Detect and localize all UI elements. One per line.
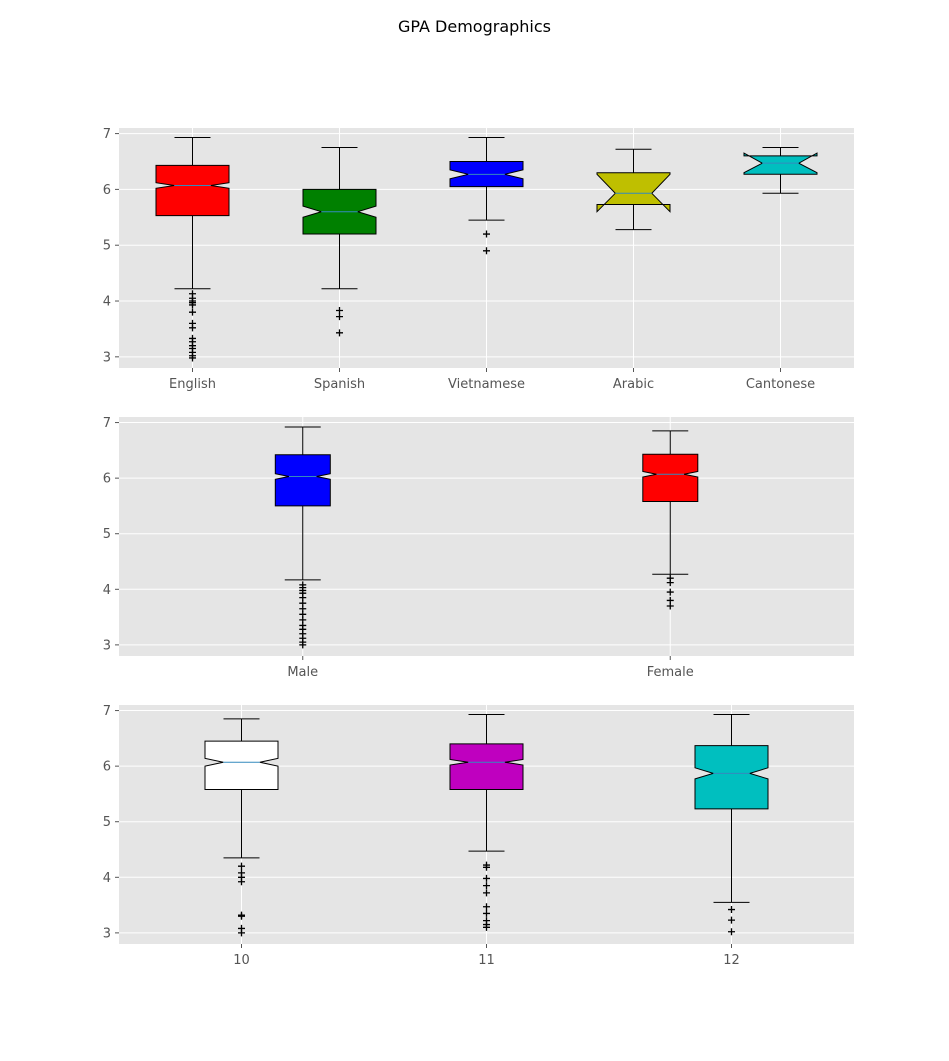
y-tick-label: 5 — [103, 527, 111, 542]
flier-point — [189, 324, 196, 332]
x-tick-label: English — [169, 377, 216, 392]
flier-point — [666, 588, 674, 596]
flier-point — [483, 874, 490, 882]
flier-point — [336, 307, 343, 315]
y-tick-label: 3 — [103, 926, 111, 941]
y-tick-label: 7 — [103, 127, 111, 142]
flier-point — [728, 906, 735, 914]
y-tick-label: 6 — [103, 183, 111, 198]
flier-point — [728, 916, 735, 924]
box-male — [274, 426, 331, 649]
subplot-grade: 3 4 5 6 7 10 11 12 — [103, 704, 854, 968]
plot-area — [119, 417, 854, 656]
flier-point — [483, 889, 490, 897]
flier-point — [189, 354, 196, 362]
y-tick-label: 5 — [103, 815, 111, 830]
flier-point — [238, 862, 245, 870]
x-tick-label: Vietnamese — [448, 377, 525, 392]
flier-point — [483, 903, 490, 911]
box-body — [694, 745, 769, 810]
flier-point — [483, 230, 490, 238]
x-tick-label: Spanish — [314, 377, 365, 392]
x-tick-label: 11 — [478, 953, 495, 968]
box-body — [596, 172, 671, 213]
y-tick-label: 3 — [103, 638, 111, 653]
x-tick-label: 12 — [723, 953, 740, 968]
flier-point — [189, 301, 196, 309]
flier-point — [666, 602, 674, 610]
flier-point — [336, 329, 343, 337]
flier-point — [483, 923, 490, 931]
box-body — [274, 454, 331, 507]
flier-point — [483, 863, 490, 871]
box-spanish — [302, 147, 377, 337]
box-body — [642, 453, 699, 502]
x-tick-label: Female — [647, 665, 694, 680]
flier-point — [238, 912, 245, 920]
y-tick-label: 4 — [103, 295, 111, 310]
y-tick-label: 3 — [103, 350, 111, 365]
flier-point — [666, 579, 674, 587]
box-body — [743, 152, 818, 175]
figure-title: GPA Demographics — [397, 17, 551, 36]
box-12 — [694, 713, 769, 936]
box-10 — [204, 718, 279, 937]
y-tick-label: 4 — [103, 871, 111, 886]
x-tick-label: Male — [287, 665, 318, 680]
flier-point — [238, 878, 245, 886]
flier-point — [189, 308, 196, 316]
box-female — [642, 430, 699, 610]
y-tick-label: 6 — [103, 760, 111, 775]
box-body — [204, 740, 279, 790]
flier-point — [299, 641, 307, 649]
box-body — [155, 164, 230, 217]
subplot-gender: 3 4 5 6 7 Male Female — [103, 416, 854, 680]
x-tick-label: Arabic — [613, 377, 654, 392]
flier-point — [483, 882, 490, 890]
box-english — [155, 136, 230, 362]
subplot-language: 3 4 5 6 7 English Spanish Vietnamese Arabic Canto… — [103, 127, 854, 392]
flier-point — [336, 313, 343, 321]
y-tick-label: 7 — [103, 704, 111, 719]
y-tick-label: 5 — [103, 239, 111, 254]
box-cantonese — [743, 147, 818, 194]
y-tick-label: 6 — [103, 472, 111, 487]
y-tick-label: 7 — [103, 416, 111, 431]
flier-point — [728, 928, 735, 936]
box-11 — [449, 713, 524, 931]
box-body — [449, 743, 524, 790]
x-tick-label: 10 — [233, 953, 250, 968]
flier-point — [483, 909, 490, 917]
y-tick-label: 4 — [103, 583, 111, 598]
x-tick-label: Cantonese — [746, 377, 815, 392]
flier-point — [483, 247, 490, 255]
flier-point — [238, 929, 245, 937]
box-vietnamese — [449, 136, 524, 255]
box-arabic — [596, 148, 671, 231]
